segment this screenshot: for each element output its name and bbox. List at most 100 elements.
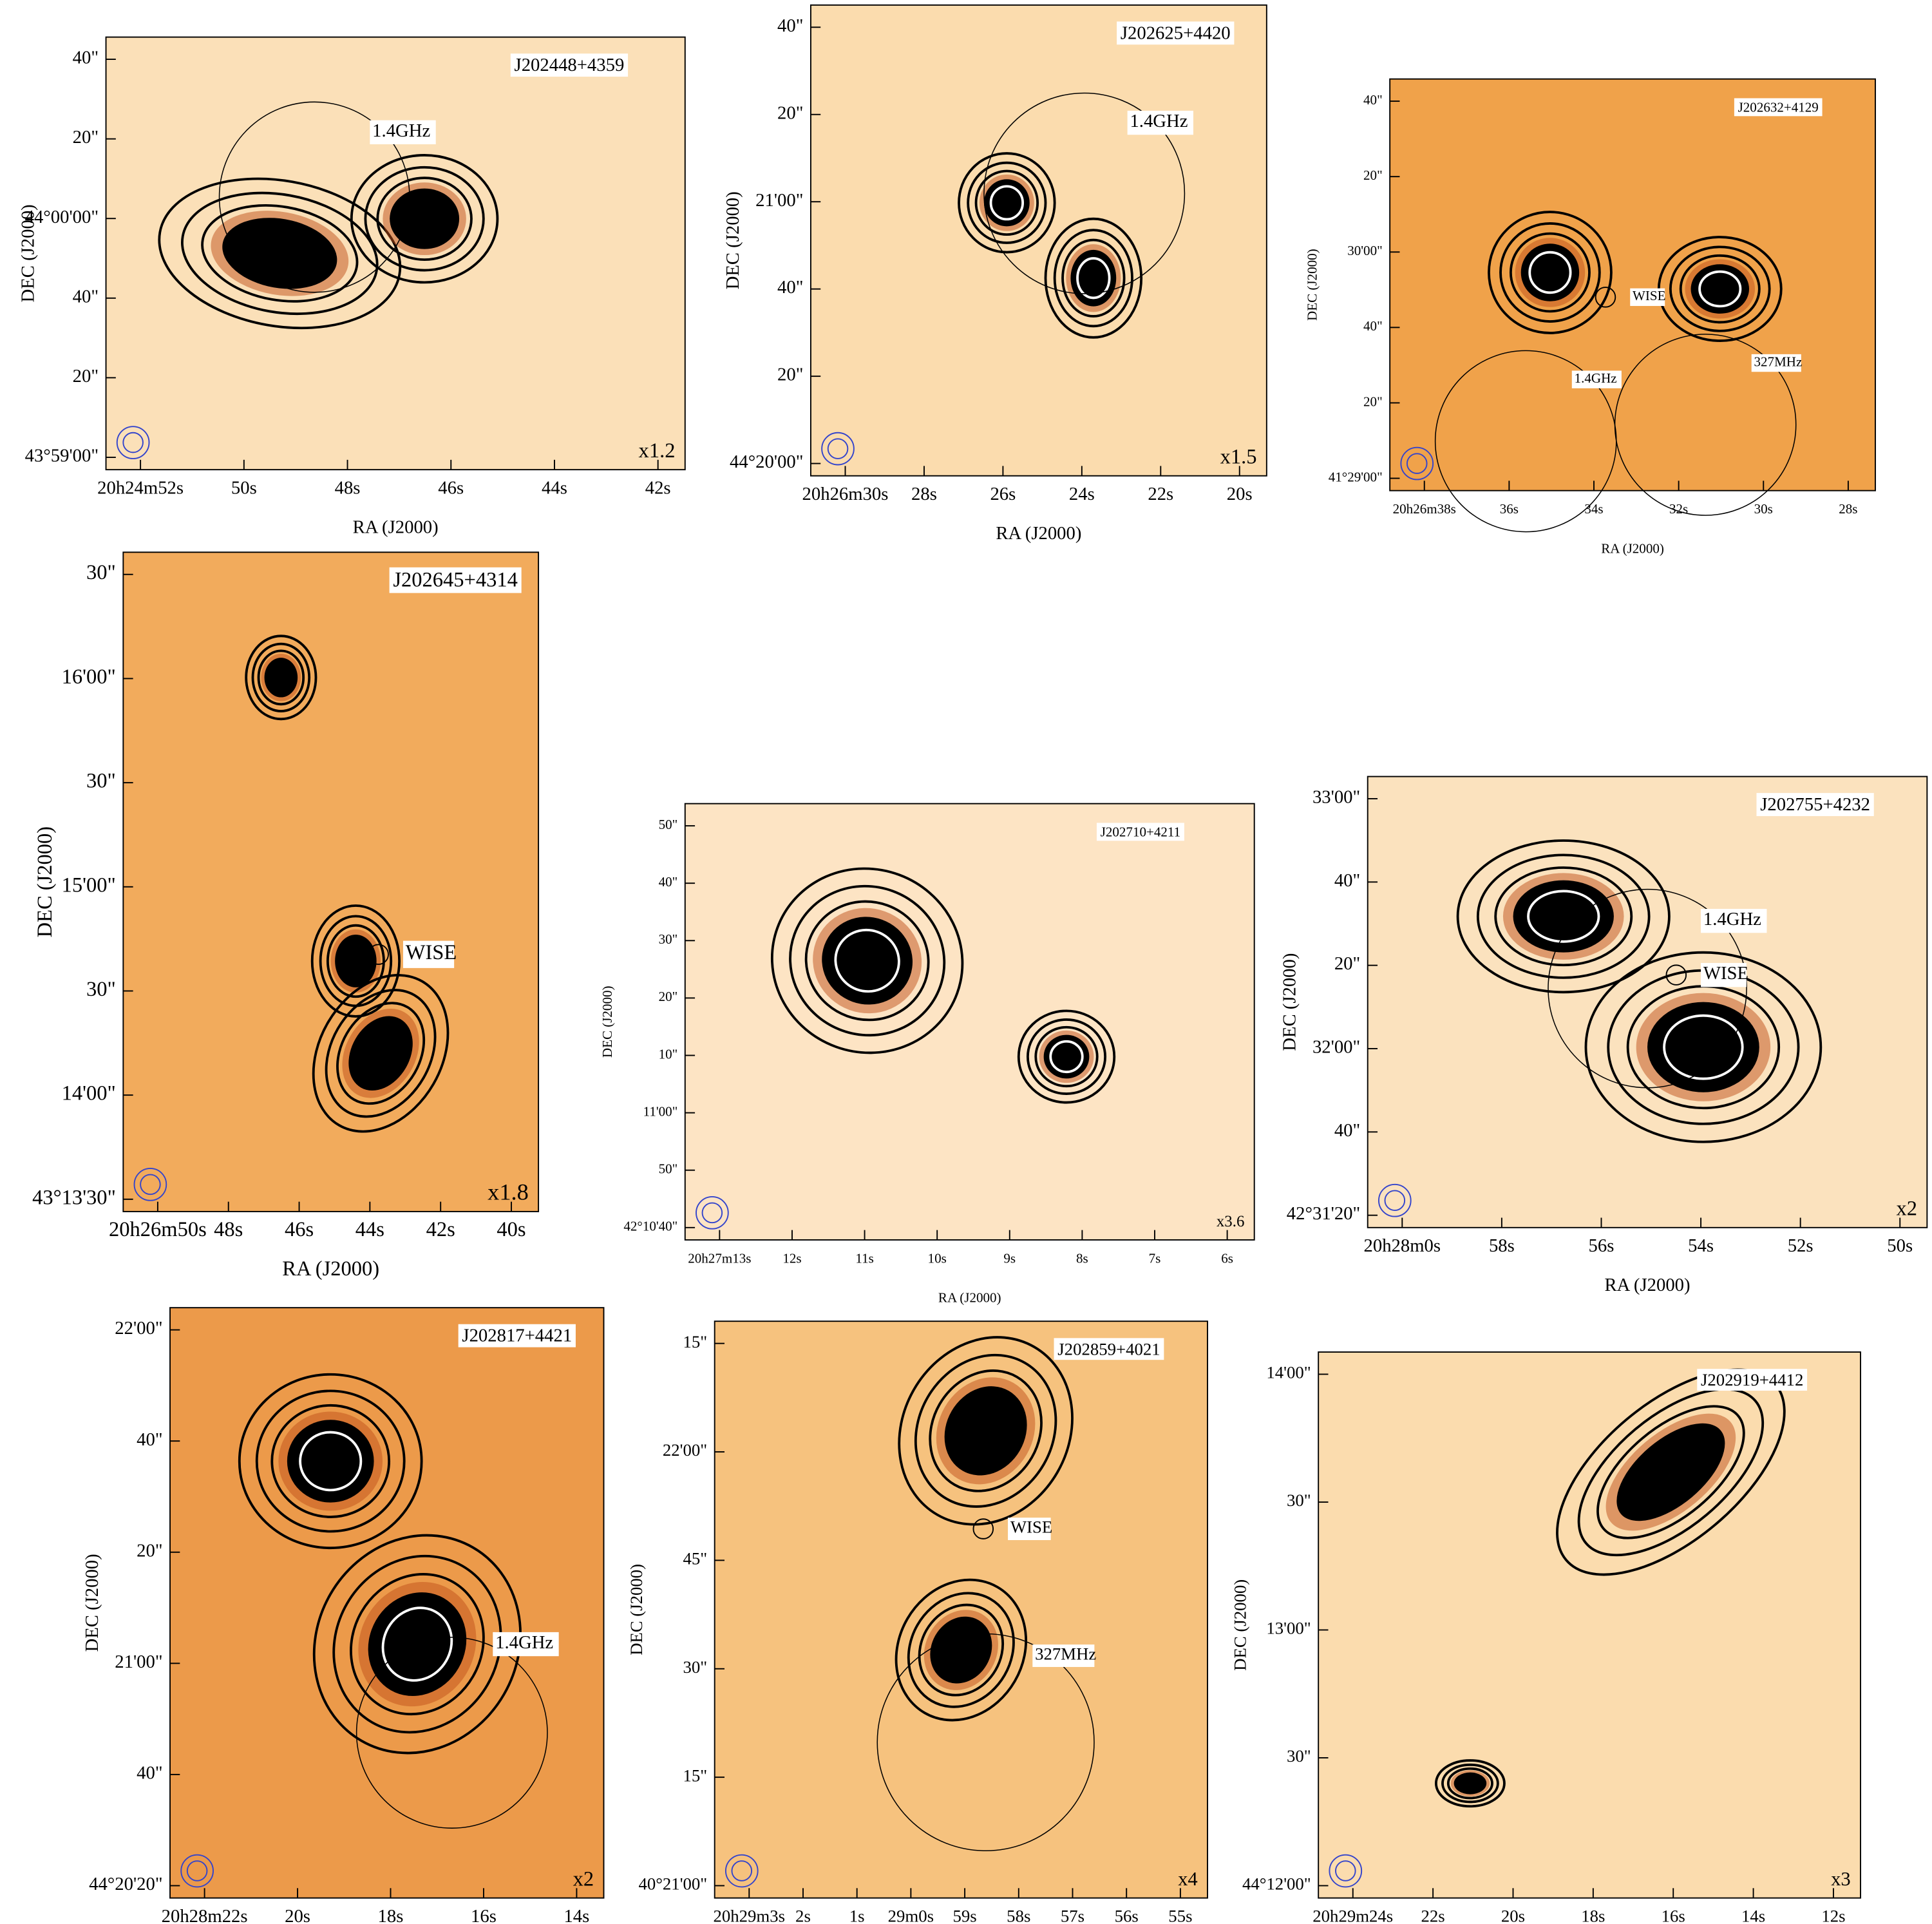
contour — [364, 166, 485, 272]
annotation: 1.4GHz — [372, 120, 430, 141]
y-tick-label: 11'00" — [643, 1103, 678, 1119]
x-tick-label: 40s — [497, 1218, 526, 1241]
y-tick-label: 14'00" — [1266, 1363, 1311, 1382]
x-tick-label: 6s — [1221, 1250, 1233, 1266]
panel-title: J202448+4359 — [515, 55, 625, 75]
x-tick-label: 48s — [214, 1218, 243, 1241]
x-tick-label: 20s — [285, 1906, 310, 1924]
x-tick-label: 46s — [438, 477, 464, 498]
panel: J202859+4021 15" 22'00" 45" 30" 15" 40°21'00" 2… — [627, 1320, 1208, 1924]
y-tick-label: 40°21'00" — [638, 1874, 707, 1894]
beam-inner — [731, 1860, 753, 1881]
y-tick-label: 30" — [86, 770, 116, 793]
y-tick-label: 20" — [1334, 953, 1360, 974]
scale-label: x1.8 — [488, 1179, 529, 1205]
y-tick-label: 20" — [777, 102, 803, 123]
frame — [684, 803, 1255, 1241]
x-tick-label: 20h28m0s — [1364, 1235, 1441, 1256]
x-tick-label: 22s — [1148, 484, 1173, 504]
frame — [105, 36, 686, 471]
contour — [1026, 1018, 1107, 1095]
contour — [1494, 866, 1633, 967]
contour — [257, 649, 305, 706]
contour — [270, 1404, 391, 1518]
y-tick-label: 40" — [73, 286, 99, 307]
contour — [245, 634, 317, 721]
y-axis-label: DEC (J2000) — [1231, 1579, 1250, 1671]
x-tick-label: 7s — [1149, 1250, 1161, 1266]
y-tick-label: 15" — [683, 1766, 708, 1785]
annotation: 1.4GHz — [1130, 111, 1188, 131]
panel-title: J202710+4211 — [1101, 824, 1180, 839]
x-tick-label: 52s — [1788, 1235, 1814, 1256]
y-axis-label: DEC (J2000) — [17, 204, 38, 302]
contour — [1034, 1025, 1099, 1088]
y-tick-label: 16'00" — [62, 665, 116, 689]
y-tick-label: 33'00" — [1312, 787, 1360, 808]
x-tick-label: 36s — [1500, 501, 1519, 517]
contour — [1488, 211, 1613, 334]
panel: J202817+4421 22'00" 40" 20" 21'00" 40" 44°20'2… — [82, 1307, 605, 1924]
contour — [1509, 232, 1591, 313]
y-axis-label: DEC (J2000) — [33, 826, 57, 938]
contour-white — [989, 185, 1025, 221]
contour — [350, 1573, 485, 1716]
contour — [158, 177, 402, 330]
scale-label: x2 — [1897, 1197, 1918, 1220]
contour — [1669, 245, 1771, 332]
y-axis-label: DEC (J2000) — [627, 1564, 646, 1655]
y-tick-label: 30" — [86, 561, 116, 584]
source-core — [944, 1386, 1027, 1476]
x-tick-label: 12s — [1821, 1906, 1845, 1924]
contour — [376, 176, 473, 262]
scale-label: x3.6 — [1217, 1213, 1245, 1230]
y-tick-label: 43°13'30" — [32, 1186, 116, 1209]
x-tick-label: 12s — [782, 1250, 801, 1266]
sky-image — [685, 803, 1255, 1240]
x-tick-label: 9s — [1003, 1250, 1016, 1266]
x-tick-label: 59s — [952, 1906, 976, 1924]
annotation-bg — [1701, 963, 1747, 987]
panel: J202625+4420 40" 20" 21'00" 40" 20" 44°20'00" 2… — [723, 4, 1267, 544]
y-tick-label: 22'00" — [663, 1440, 707, 1460]
contour-white — [834, 928, 900, 993]
y-tick-label: 22'00" — [115, 1318, 162, 1338]
sky-image — [1318, 1352, 1861, 1898]
x-tick-label: 1s — [849, 1906, 865, 1924]
x-tick-label: 48s — [335, 477, 361, 498]
annotation-bg — [1630, 288, 1665, 307]
sky-image — [1390, 79, 1875, 491]
y-tick-label: 15" — [683, 1332, 708, 1351]
x-axis-label: RA (J2000) — [282, 1257, 379, 1281]
x-tick-label: 34s — [1584, 501, 1603, 517]
y-tick-label: 20" — [73, 127, 99, 148]
x-tick-label: 11s — [855, 1250, 873, 1266]
y-tick-label: 42°31'20" — [1287, 1203, 1360, 1224]
wise-marker — [1595, 287, 1616, 308]
contour — [1017, 1009, 1116, 1104]
beam-circle — [218, 101, 410, 293]
beam-circle — [876, 1633, 1095, 1851]
beam — [1378, 1183, 1412, 1217]
beam — [821, 432, 855, 466]
sky-image — [123, 552, 539, 1212]
x-tick-label: 42s — [426, 1218, 455, 1241]
sky-image — [106, 37, 685, 470]
y-tick-label: 40" — [137, 1429, 162, 1450]
panel-title: J202859+4021 — [1057, 1339, 1160, 1358]
contour — [1584, 951, 1823, 1143]
source-core — [264, 658, 298, 698]
contour — [350, 154, 499, 284]
contour — [967, 161, 1047, 244]
contour — [1476, 853, 1651, 979]
frame — [1367, 776, 1928, 1228]
source-core — [930, 1616, 992, 1684]
beam-circle — [983, 92, 1186, 294]
y-tick-label: 21'00" — [115, 1652, 162, 1672]
y-tick-label: 40" — [659, 874, 678, 890]
annotation: WISE — [1703, 963, 1748, 984]
contour — [251, 642, 311, 712]
beam-inner — [1335, 1860, 1356, 1881]
x-tick-label: 8s — [1076, 1250, 1088, 1266]
x-tick-label: 16s — [471, 1906, 497, 1924]
